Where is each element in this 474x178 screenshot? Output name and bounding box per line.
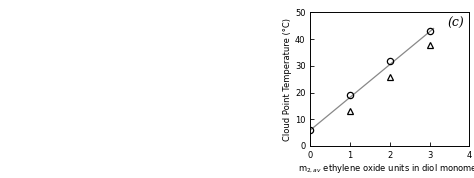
Text: (c): (c): [448, 17, 465, 30]
X-axis label: m$_{2,av}$ ethylene oxide units in diol monomer: m$_{2,av}$ ethylene oxide units in diol …: [298, 163, 474, 175]
Y-axis label: Cloud Point Temperature (°C): Cloud Point Temperature (°C): [283, 18, 292, 141]
